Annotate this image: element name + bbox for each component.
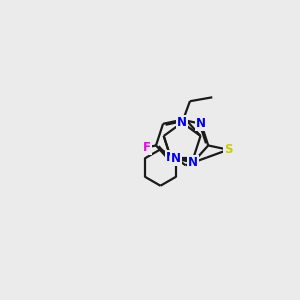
Text: F: F [143,141,151,154]
Text: N: N [177,116,187,129]
Text: N: N [188,156,198,169]
Text: N: N [171,152,181,165]
Text: N: N [166,151,176,164]
Text: S: S [224,143,232,156]
Text: N: N [196,117,206,130]
